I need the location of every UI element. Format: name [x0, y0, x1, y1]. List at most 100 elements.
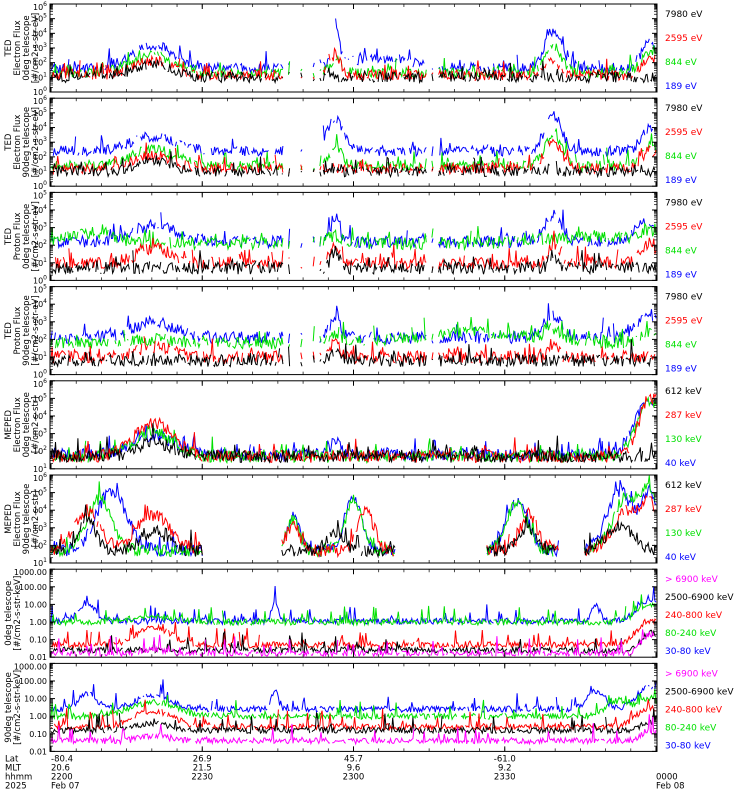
series-trace-3 [50, 128, 657, 173]
legend-entry: > 6900 keV [665, 575, 719, 585]
y-tick-label: 105 [33, 284, 47, 295]
y-axis-label: TED [4, 133, 14, 152]
legend-entry: 240-800 keV [665, 705, 723, 715]
y-axis-label: 90deg telescope [22, 484, 32, 555]
legend-entry: 30-80 keV [665, 741, 711, 751]
x-tick-lat: 45.7 [344, 754, 363, 764]
y-axis-label: 0deg telescope [22, 15, 32, 80]
x-tick-mlt: 20.6 [51, 763, 70, 773]
panel-4: 100 101 102 103 104 105 TED Proton Flux 90deg te… [4, 284, 703, 380]
y-tick-label: 100 [33, 180, 47, 191]
y-tick-label: 103 [33, 522, 47, 533]
legend-entry: 130 keV [665, 529, 702, 539]
y-axis-label: 0deg telescope [22, 204, 32, 269]
y-tick-label: 1000.00 [14, 568, 47, 577]
y-axis-label: 90deg telescope [4, 672, 14, 743]
series-trace-2 [50, 629, 657, 655]
y-tick-label: 1000.00 [14, 662, 47, 671]
legend-entry: 240-800 keV [665, 611, 723, 621]
y-tick-label: 10.00 [24, 600, 47, 609]
legend-entry: 130 keV [665, 435, 702, 445]
y-tick-label: 103 [33, 316, 47, 327]
y-axis-label: 0deg telescope [22, 392, 32, 457]
y-tick-label: 102 [33, 445, 47, 456]
y-tick-label: 105 [33, 13, 47, 24]
y-tick-label: 105 [33, 392, 47, 403]
y-tick-label: 101 [33, 351, 47, 362]
y-tick-label: 102 [33, 57, 47, 68]
panel-5: 101 102 103 104 105 106 MEPED Electron Flux 0deg… [4, 378, 702, 474]
series-trace-4 [51, 210, 656, 248]
y-tick-label: 101 [33, 257, 47, 268]
x-tick-hhmm: 2300 [343, 772, 365, 782]
series-trace-4 [50, 18, 656, 75]
y-axis-label: [#/cm2-s-str] [31, 396, 41, 453]
series-trace-1 [51, 151, 656, 179]
legend-entry: 7980 eV [665, 10, 703, 20]
x-tick-mlt: 21.5 [193, 763, 212, 773]
series-trace-1 [50, 245, 657, 276]
legend-entry: 2595 eV [665, 317, 703, 327]
legend-entry: 612 keV [665, 387, 702, 397]
y-axis-label: Electron Flux [13, 20, 23, 75]
legend-entry: 287 keV [665, 411, 702, 421]
y-tick-label: 104 [33, 298, 47, 309]
y-tick-label: 101 [33, 463, 47, 474]
series-trace-1 [51, 504, 657, 559]
y-axis-label: Proton Flux [13, 213, 23, 261]
x-tick-hhmm: 2200 [51, 772, 73, 782]
series-trace-1 [50, 714, 657, 746]
series-trace-4 [50, 303, 657, 346]
y-tick-label: 102 [33, 151, 47, 162]
legend-entry: 2595 eV [665, 222, 703, 232]
legend-entry: 2595 eV [665, 34, 703, 44]
legend-entry: 80-240 keV [665, 629, 717, 639]
y-tick-label: 0.10 [29, 636, 47, 645]
y-axis-label: Electron Flux [13, 491, 23, 546]
y-tick-label: 102 [33, 333, 47, 344]
y-tick-label: 104 [33, 204, 47, 215]
y-tick-label: 100 [33, 274, 47, 285]
series-trace-3 [50, 222, 657, 252]
y-axis-label: MEPED [4, 409, 14, 439]
y-tick-label: 102 [33, 239, 47, 250]
x-row-label: hhmm [5, 772, 32, 782]
y-tick-label: 100 [33, 86, 47, 97]
legend-entry: 612 keV [665, 481, 702, 491]
y-axis-label: 90deg telescope [22, 107, 32, 178]
series-trace-1 [50, 423, 657, 464]
y-axis-label: Proton Flux [13, 307, 23, 355]
series-trace-3 [50, 475, 656, 558]
y-tick-label: 105 [33, 487, 47, 498]
x-tick-hhmm: 2230 [191, 772, 213, 782]
y-axis-label: [#/cm2-s-str-eV] [31, 107, 41, 177]
x-tick-lat: -80.4 [51, 754, 73, 764]
x-tick-mlt: 9.6 [347, 763, 361, 773]
y-tick-label: 104 [33, 27, 47, 38]
y-tick-label: 0.01 [29, 747, 47, 756]
y-tick-label: 100 [33, 369, 47, 380]
y-tick-label: 102 [33, 539, 47, 550]
y-tick-label: 106 [33, 378, 47, 389]
x-tick-hhmm: 0000 [656, 772, 678, 782]
y-tick-label: 100.00 [19, 583, 47, 592]
y-tick-label: 0.01 [29, 653, 47, 662]
y-tick-label: 101 [33, 557, 47, 568]
legend-entry: 40 keV [665, 459, 697, 469]
series-trace-4 [50, 688, 657, 721]
y-tick-label: 103 [33, 136, 47, 147]
legend-entry: 189 eV [665, 365, 698, 375]
y-axis-label: TED [4, 322, 14, 341]
y-tick-label: 100.00 [19, 677, 47, 686]
y-axis-label: [#/cm2-s-str-eV] [31, 201, 41, 271]
y-axis-label: MEPED [4, 504, 14, 534]
y-axis-label: 0deg telescope [4, 581, 14, 646]
legend-entry: 7980 eV [665, 104, 703, 114]
legend-entry: 2595 eV [665, 128, 703, 138]
y-tick-label: 106 [33, 1, 47, 12]
x-tick-mlt: 9.2 [498, 763, 512, 773]
legend-entry: 844 eV [665, 152, 698, 162]
